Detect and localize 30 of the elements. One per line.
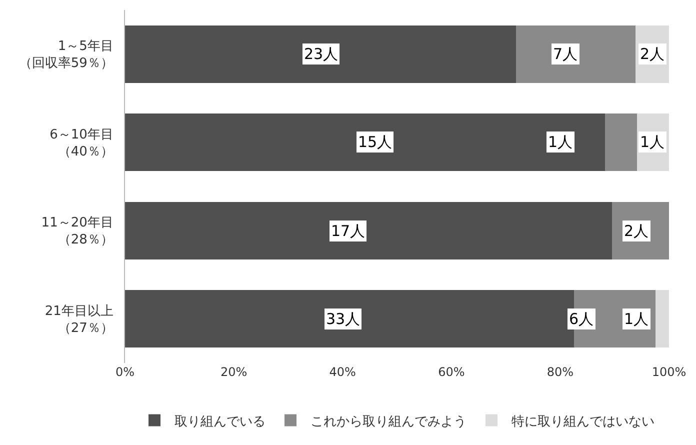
- annotation: 33人: [326, 310, 360, 328]
- legend-label: 取り組んでいる: [174, 414, 266, 430]
- bar: [125, 114, 605, 172]
- annotation: 15人: [358, 133, 392, 151]
- legend-label: 特に取り組んではいない: [512, 414, 654, 430]
- annotation: 7人: [553, 45, 578, 63]
- annotation: 1人: [548, 133, 573, 151]
- x-tick-label: 80%: [546, 365, 574, 379]
- x-tick-label: 100%: [652, 365, 686, 379]
- bar: [125, 202, 612, 260]
- x-tick-label: 20%: [220, 365, 248, 379]
- x-tick-label: 0%: [115, 365, 135, 379]
- annotation: 2人: [640, 45, 665, 63]
- bar: [655, 290, 669, 348]
- y-tick-label: 6～10年目（40％）: [50, 127, 114, 160]
- annotation: 6人: [569, 310, 594, 328]
- y-tick-label: 21年目以上（27％）: [44, 304, 114, 336]
- x-tick-label: 60%: [438, 365, 465, 379]
- bar: [125, 25, 516, 83]
- y-tick-label: 11～20年目（28％）: [41, 216, 114, 248]
- y-tick-label: 1～5年目（回収率59％）: [18, 39, 114, 72]
- annotation: 1人: [624, 310, 649, 328]
- annotation: 2人: [624, 222, 649, 240]
- annotation: 1人: [640, 133, 665, 151]
- annotation: 17人: [331, 222, 366, 240]
- annotation: 23人: [304, 45, 338, 63]
- bar: [604, 114, 637, 172]
- x-tick-label: 40%: [329, 365, 356, 379]
- legend-label: これから取り組んでみよう: [310, 414, 466, 430]
- bar: [516, 25, 636, 83]
